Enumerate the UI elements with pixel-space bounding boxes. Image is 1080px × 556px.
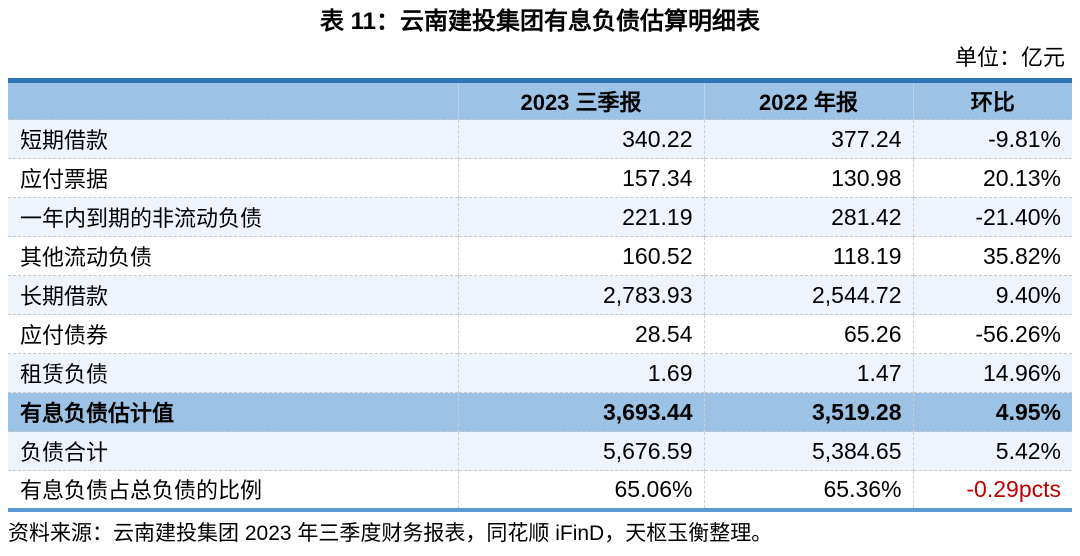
column-header-change: 环比	[912, 80, 1072, 120]
value-2023q3: 3,693.44	[457, 392, 704, 432]
value-2022fy: 65.36%	[703, 470, 913, 510]
value-change: -56.26%	[912, 314, 1072, 354]
row-label: 短期借款	[8, 119, 458, 159]
value-2023q3: 160.52	[457, 236, 704, 276]
value-2022fy: 281.42	[703, 197, 913, 237]
value-2022fy: 1.47	[703, 353, 913, 393]
row-label: 租赁负债	[8, 353, 458, 393]
table-header: 2023 三季报 2022 年报 环比	[8, 80, 1072, 120]
value-change: 4.95%	[912, 392, 1072, 432]
source-note: 资料来源：云南建投集团 2023 年三季度财务报表，同花顺 iFinD，天枢玉衡…	[8, 521, 773, 545]
value-change: -0.29pcts	[912, 470, 1072, 510]
row-label: 其他流动负债	[8, 236, 458, 276]
value-2023q3: 5,676.59	[457, 431, 704, 471]
value-2023q3: 2,783.93	[457, 275, 704, 315]
table-body: 短期借款 340.22 377.24 -9.81% 应付票据 157.34 130.98 20…	[8, 119, 1072, 510]
row-label: 应付债券	[8, 314, 458, 354]
debt-detail-table: 2023 三季报 2022 年报 环比 短期借款 340.22 377.24 -9.8…	[8, 78, 1072, 512]
header-row: 2023 三季报 2022 年报 环比	[8, 80, 1072, 120]
table-row: 应付票据 157.34 130.98 20.13%	[8, 158, 1072, 198]
value-change: 20.13%	[912, 158, 1072, 198]
value-2022fy: 118.19	[703, 236, 913, 276]
table-title: 表 11：云南建投集团有息负债估算明细表	[319, 8, 761, 35]
table-row: 租赁负债 1.69 1.47 14.96%	[8, 353, 1072, 393]
row-label: 长期借款	[8, 275, 458, 315]
column-header-2023q3: 2023 三季报	[457, 80, 704, 120]
row-label: 应付票据	[8, 158, 458, 198]
row-label: 有息负债占总负债的比例	[8, 470, 458, 510]
corner-cell	[8, 80, 458, 120]
table-row: 短期借款 340.22 377.24 -9.81%	[8, 119, 1072, 159]
table-row: 长期借款 2,783.93 2,544.72 9.40%	[8, 275, 1072, 315]
column-header-2022fy: 2022 年报	[703, 80, 913, 120]
value-2022fy: 377.24	[703, 119, 913, 159]
value-2023q3: 1.69	[457, 353, 704, 393]
value-change: 5.42%	[912, 431, 1072, 471]
value-2023q3: 157.34	[457, 158, 704, 198]
row-label: 有息负债估计值	[8, 392, 458, 432]
value-change: 35.82%	[912, 236, 1072, 276]
table-row: 负债合计 5,676.59 5,384.65 5.42%	[8, 431, 1072, 471]
value-2023q3: 340.22	[457, 119, 704, 159]
value-2023q3: 65.06%	[457, 470, 704, 510]
table-row: 应付债券 28.54 65.26 -56.26%	[8, 314, 1072, 354]
row-label: 负债合计	[8, 431, 458, 471]
value-change: 14.96%	[912, 353, 1072, 393]
value-2023q3: 221.19	[457, 197, 704, 237]
row-label: 一年内到期的非流动负债	[8, 197, 458, 237]
value-2022fy: 130.98	[703, 158, 913, 198]
table-row: 一年内到期的非流动负债 221.19 281.42 -21.40%	[8, 197, 1072, 237]
value-2022fy: 5,384.65	[703, 431, 913, 471]
value-2022fy: 65.26	[703, 314, 913, 354]
unit-note: 单位：亿元	[954, 45, 1065, 70]
table-row: 有息负债估计值 3,693.44 3,519.28 4.95%	[8, 392, 1072, 432]
value-change: -9.81%	[912, 119, 1072, 159]
value-2023q3: 28.54	[457, 314, 704, 354]
value-change: 9.40%	[912, 275, 1072, 315]
table-row: 有息负债占总负债的比例 65.06% 65.36% -0.29pcts	[8, 470, 1072, 510]
value-2022fy: 3,519.28	[703, 392, 913, 432]
value-change: -21.40%	[912, 197, 1072, 237]
table-row: 其他流动负债 160.52 118.19 35.82%	[8, 236, 1072, 276]
value-2022fy: 2,544.72	[703, 275, 913, 315]
